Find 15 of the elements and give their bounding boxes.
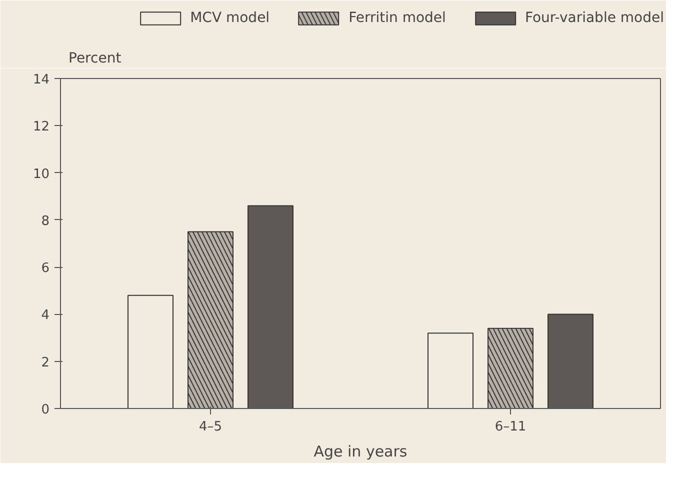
y-tick-label: 10 xyxy=(32,166,50,182)
legend-label: Four-variable model xyxy=(524,10,664,26)
legend-label: MCV model xyxy=(190,10,270,26)
x-tick-label: 4–5 xyxy=(198,420,222,434)
y-tick-label: 14 xyxy=(32,72,50,88)
y-tick-label: 8 xyxy=(41,214,50,229)
x-tick-label: 6–11 xyxy=(494,420,526,434)
legend-label: Ferritin model xyxy=(348,10,446,26)
x-axis-title: Age in years xyxy=(314,442,408,460)
y-tick-label: 6 xyxy=(41,261,50,276)
y-tick-label: 2 xyxy=(41,355,50,370)
y-axis-title: Percent xyxy=(68,50,122,66)
y-tick-label: 12 xyxy=(32,120,50,135)
y-tick-label: 0 xyxy=(41,402,50,418)
y-tick-label: 4 xyxy=(41,308,50,324)
